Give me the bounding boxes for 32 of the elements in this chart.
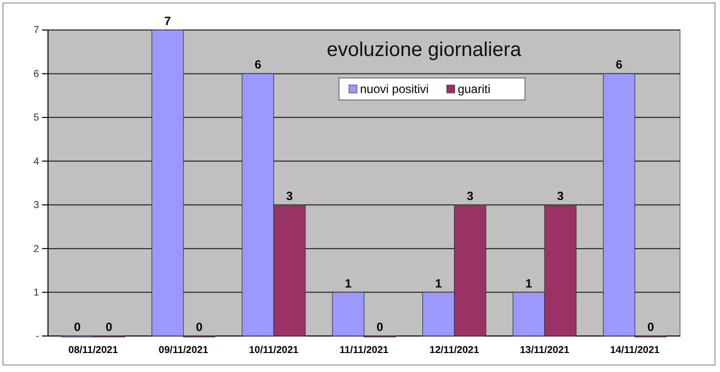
y-tick-label: 5 <box>33 112 40 124</box>
y-tick-label: 1 <box>33 287 40 298</box>
data-label: 3 <box>286 188 294 203</box>
y-tick-label: 6 <box>33 68 40 80</box>
x-tick-label: 13/11/2021 <box>520 345 570 356</box>
data-label: 7 <box>164 14 172 28</box>
data-label: 1 <box>344 276 352 290</box>
y-tick-label: 3 <box>33 200 40 212</box>
x-tick-label: 08/11/2021 <box>68 345 118 356</box>
x-tick-label: 10/11/2021 <box>248 345 299 356</box>
legend-label: nuovi positivi <box>360 82 429 96</box>
data-label: 0 <box>196 320 203 334</box>
data-label: 1 <box>525 276 532 290</box>
data-label: 6 <box>254 58 262 72</box>
y-tick-label: 7 <box>33 25 40 36</box>
data-label: 6 <box>616 58 623 72</box>
x-tick-label: 09/11/2021 <box>158 345 209 356</box>
chart-title: evoluzione giornaliera <box>326 39 522 61</box>
data-label: 0 <box>74 320 81 334</box>
y-tick-label: 4 <box>33 156 40 168</box>
x-tick-label: 14/11/2021 <box>610 345 660 356</box>
data-label: 0 <box>106 320 113 334</box>
legend-label: guariti <box>458 82 490 96</box>
data-label: 1 <box>435 276 442 290</box>
x-tick-label: 12/11/2021 <box>430 345 480 356</box>
x-tick-label: 11/11/2021 <box>340 345 389 356</box>
data-label: 3 <box>466 188 474 203</box>
y-tick-label: 2 <box>33 244 40 255</box>
data-label: 3 <box>557 188 564 203</box>
data-label: 0 <box>376 320 384 334</box>
data-label: 0 <box>647 320 654 334</box>
y-tick-label: - <box>36 331 39 342</box>
